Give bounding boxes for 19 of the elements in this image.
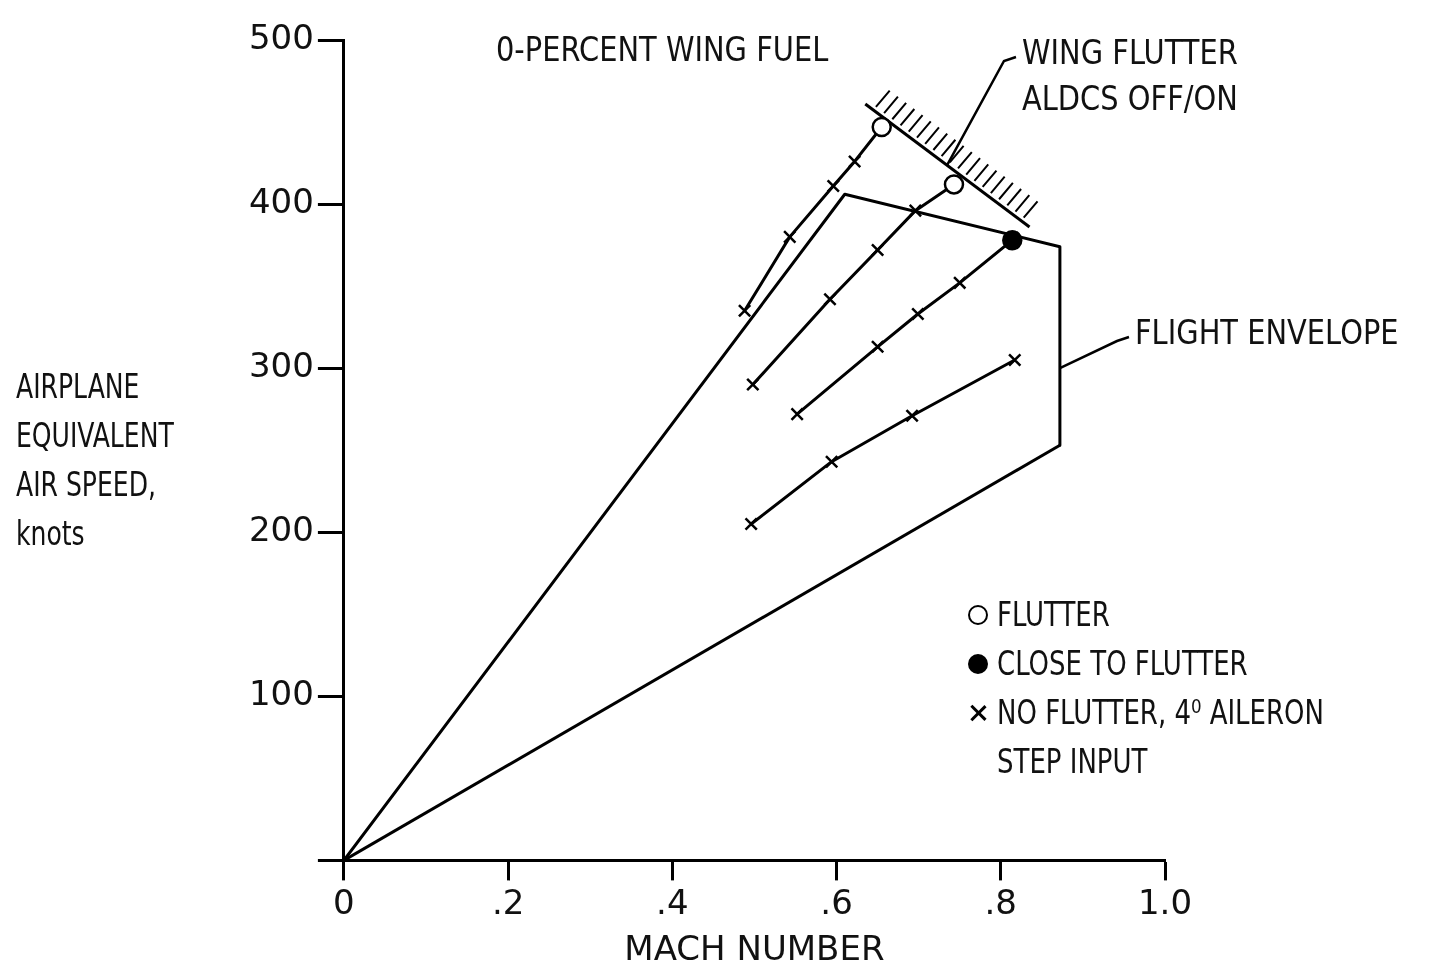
y-tick-label: 100 xyxy=(248,673,314,714)
y-tick-label: 400 xyxy=(248,180,314,221)
legend-label: CLOSE TO FLUTTER xyxy=(997,642,1248,685)
chart-title: 0-PERCENT WING FUEL xyxy=(495,29,829,69)
y-axis-title: AIRPLANE EQUIVALENT AIR SPEED, knots xyxy=(16,365,174,555)
annotation: WING FLUTTER ALDCS OFF/ON xyxy=(1022,32,1238,118)
x-tick-label: 1.0 xyxy=(1137,881,1193,922)
legend-label: FLUTTER xyxy=(997,593,1110,636)
x-tick-label: .8 xyxy=(984,881,1018,922)
x-tick-label: 0 xyxy=(333,881,355,922)
legend-label: NO FLUTTER, 4⁰ AILERON STEP INPUT xyxy=(997,691,1325,783)
y-tick-label: 300 xyxy=(248,344,314,385)
y-tick-label: 200 xyxy=(248,509,314,550)
x-tick-label: .4 xyxy=(656,881,689,922)
x-tick-label: .2 xyxy=(491,881,525,922)
x-tick-label: .6 xyxy=(820,881,853,922)
y-tick-label: 500 xyxy=(248,16,314,57)
annotation: FLIGHT ENVELOPE xyxy=(1135,312,1399,352)
x-axis-title: MACH NUMBER xyxy=(624,928,885,969)
